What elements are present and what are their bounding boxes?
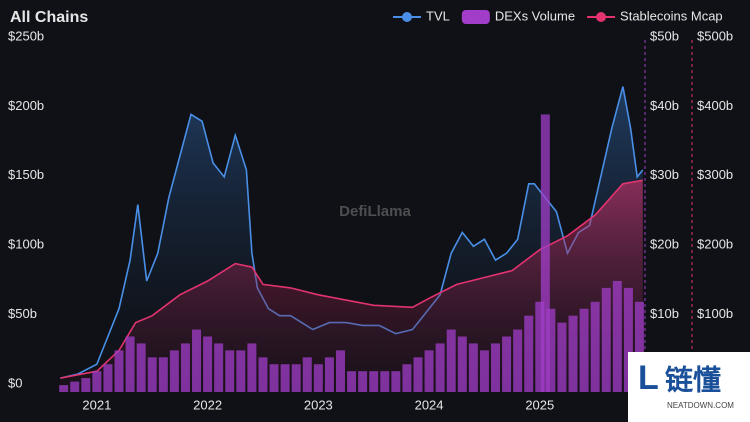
dex-volume-bar (324, 357, 334, 392)
x-tick-label: 2024 (415, 397, 444, 412)
y3ticks-tick-label: $100b (697, 306, 733, 321)
y2ticks-tick-label: $40b (650, 98, 679, 113)
dex-volume-bar (540, 114, 550, 393)
dex-volume-bar (335, 350, 345, 392)
watermark-site-url: NEATDOWN.COM (667, 401, 734, 410)
dex-volume-bar (214, 343, 224, 392)
dex-volume-bar (247, 343, 257, 392)
legend-swatch (402, 12, 412, 22)
dex-volume-bar (502, 336, 512, 392)
yticks-tick-label: $100b (8, 237, 44, 252)
dex-volume-bar (236, 350, 246, 392)
dex-volume-bar (81, 378, 91, 392)
dex-volume-bar (413, 357, 423, 392)
dex-volume-bar (457, 336, 467, 392)
yticks-tick-label: $250b (8, 28, 44, 43)
dex-volume-bar (291, 364, 301, 392)
dex-volume-bar (623, 287, 633, 392)
dex-volume-bar (601, 287, 611, 392)
chart-title: All Chains (10, 9, 88, 26)
dex-volume-bar (92, 371, 102, 392)
yticks-tick-label: $0 (8, 375, 22, 390)
dex-volume-bar (446, 329, 456, 392)
dex-volume-bar (203, 336, 213, 392)
dex-volume-bar (70, 381, 80, 392)
dex-volume-bar (147, 357, 157, 392)
dex-volume-bar (491, 343, 501, 392)
dex-volume-bar (114, 350, 124, 392)
dex-volume-bar (535, 301, 545, 392)
dex-volume-bar (225, 350, 235, 392)
y3ticks-tick-label: $200b (697, 237, 733, 252)
dex-volume-bar (313, 364, 323, 392)
dex-volume-bar (513, 329, 523, 392)
dex-volume-bar (424, 350, 434, 392)
dex-volume-bar (402, 364, 412, 392)
dex-volume-bar (468, 343, 478, 392)
dex-volume-bar (557, 322, 567, 392)
dex-volume-bar (369, 371, 379, 392)
dex-volume-bar (258, 357, 268, 392)
y2ticks-tick-label: $50b (650, 28, 679, 43)
dex-volume-bar (634, 301, 644, 392)
x-tick-label: 2023 (304, 397, 333, 412)
watermark-site-name: 链懂 (665, 364, 721, 395)
dex-volume-bar (103, 364, 113, 392)
dex-volume-bar (125, 336, 135, 392)
y2ticks-tick-label: $10b (650, 306, 679, 321)
x-tick-label: 2025 (525, 397, 554, 412)
dex-volume-bar (302, 357, 312, 392)
dex-volume-bar (391, 371, 401, 392)
legend-label[interactable]: DEXs Volume (495, 8, 575, 23)
dex-volume-bar (380, 371, 390, 392)
watermark: DefiLlama (339, 203, 411, 220)
dex-volume-bar (568, 315, 578, 392)
dex-volume-bar (192, 329, 202, 392)
legend-label[interactable]: Stablecoins Mcap (620, 8, 723, 23)
dex-volume-bar (590, 301, 600, 392)
y2ticks-tick-label: $30b (650, 167, 679, 182)
dex-volume-bar (524, 315, 534, 392)
dex-volume-bar (158, 357, 168, 392)
dex-volume-bar (136, 343, 146, 392)
watermark-box (628, 352, 750, 422)
y3ticks-tick-label: $500b (697, 28, 733, 43)
x-tick-label: 2022 (193, 397, 222, 412)
yticks-tick-label: $200b (8, 98, 44, 113)
dex-volume-bar (59, 385, 69, 392)
dex-volume-bar (347, 371, 357, 392)
dex-volume-bar (280, 364, 290, 392)
legend-label[interactable]: TVL (426, 8, 450, 23)
watermark-site: L (638, 359, 659, 397)
dex-volume-bar (180, 343, 190, 392)
y3ticks-tick-label: $400b (697, 98, 733, 113)
legend-swatch (461, 10, 490, 24)
dex-volume-bar (435, 343, 445, 392)
x-tick-label: 2021 (82, 397, 111, 412)
dex-volume-bar (169, 350, 179, 392)
dex-volume-bar (269, 364, 279, 392)
y2ticks-tick-label: $20b (650, 237, 679, 252)
dex-volume-bar (358, 371, 368, 392)
y3ticks-tick-label: $300b (697, 167, 733, 182)
legend-swatch (596, 12, 607, 22)
dex-volume-bar (479, 350, 489, 392)
yticks-tick-label: $150b (8, 167, 44, 182)
dex-volume-bar (546, 308, 556, 392)
dex-volume-bar (579, 308, 589, 392)
yticks-tick-label: $50b (8, 306, 37, 321)
dex-volume-bar (612, 280, 622, 392)
